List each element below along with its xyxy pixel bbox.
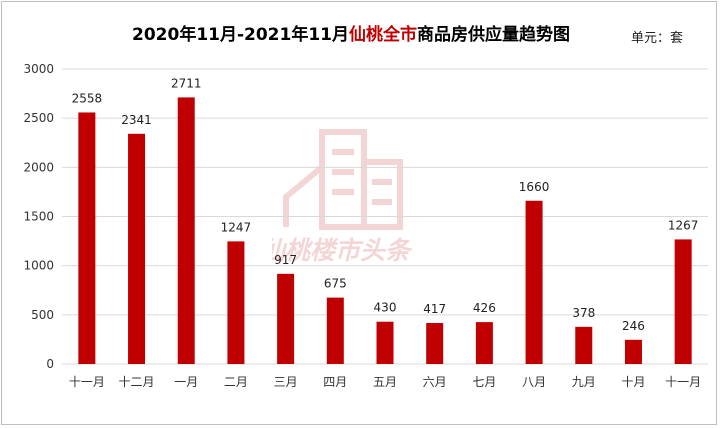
y-tick-label: 500 [31,308,54,322]
x-tick-label: 二月 [224,375,248,389]
bar [475,322,493,364]
x-tick-label: 三月 [274,375,298,389]
x-tick-label: 四月 [323,375,347,389]
y-tick-label: 0 [46,357,54,371]
chart-title: 2020年11月-2021年11月仙桃全市商品房供应量趋势图 [132,20,570,45]
data-label: 917 [274,253,297,267]
x-tick-label: 七月 [472,375,496,389]
data-labels: 2558 2341 2711 1247 917 675 430 417 426 1660 378 24… [72,76,699,332]
data-label: 246 [622,319,645,333]
y-axis: 0 500 1000 1500 2000 2500 3000 [23,62,54,371]
y-tick-label: 1500 [23,210,54,224]
bar [128,133,146,364]
x-tick-label: 十一月 [69,375,105,389]
x-tick-label: 八月 [522,375,546,389]
x-axis: 十一月 十二月 一月 二月 三月 四月 五月 六月 七月 八月 九月 十月 十一月 [69,375,701,389]
data-label: 417 [423,302,446,316]
x-tick-label: 十月 [621,375,645,389]
data-label: 1247 [221,220,252,234]
unit-label: 单元：套 [631,31,684,46]
bar [575,326,593,364]
bar [326,297,344,364]
bar [426,322,444,364]
x-tick-label: 一月 [174,375,198,389]
y-tick-label: 2000 [23,160,54,174]
data-label: 2711 [171,76,202,90]
data-label: 675 [324,277,347,291]
bar [227,241,245,364]
bar [525,200,543,364]
x-tick-label: 五月 [373,375,397,389]
bars [78,97,692,364]
y-tick-label: 1000 [23,259,54,273]
watermark-text: 仙桃楼市头条 [272,236,413,265]
bar [78,112,96,364]
y-tick-label: 2500 [23,111,54,125]
data-label: 426 [473,301,496,315]
x-tick-label: 九月 [572,375,596,389]
y-tick-label: 3000 [23,62,54,76]
watermark-logo: 仙桃楼市头条 [272,129,413,265]
data-label: 378 [572,306,595,320]
bar [674,239,692,364]
watermark-building-icon [283,129,403,230]
data-label: 1267 [668,218,699,232]
bar [277,273,295,364]
data-label: 430 [374,301,397,315]
data-label: 1660 [519,180,550,194]
chart-title-highlight: 仙桃全市 [349,25,417,45]
bar [177,97,195,364]
data-label: 2341 [121,113,152,127]
x-tick-label: 十二月 [119,375,155,389]
bar [624,339,642,364]
chart-title-suffix: 商品房供应量趋势图 [417,25,570,45]
x-tick-label: 六月 [423,375,447,389]
chart-title-prefix: 2020年11月-2021年11月 [132,25,349,45]
data-label: 2558 [72,91,103,105]
gridlines [62,68,708,365]
x-tick-label: 十一月 [665,375,701,389]
bar [376,321,394,364]
